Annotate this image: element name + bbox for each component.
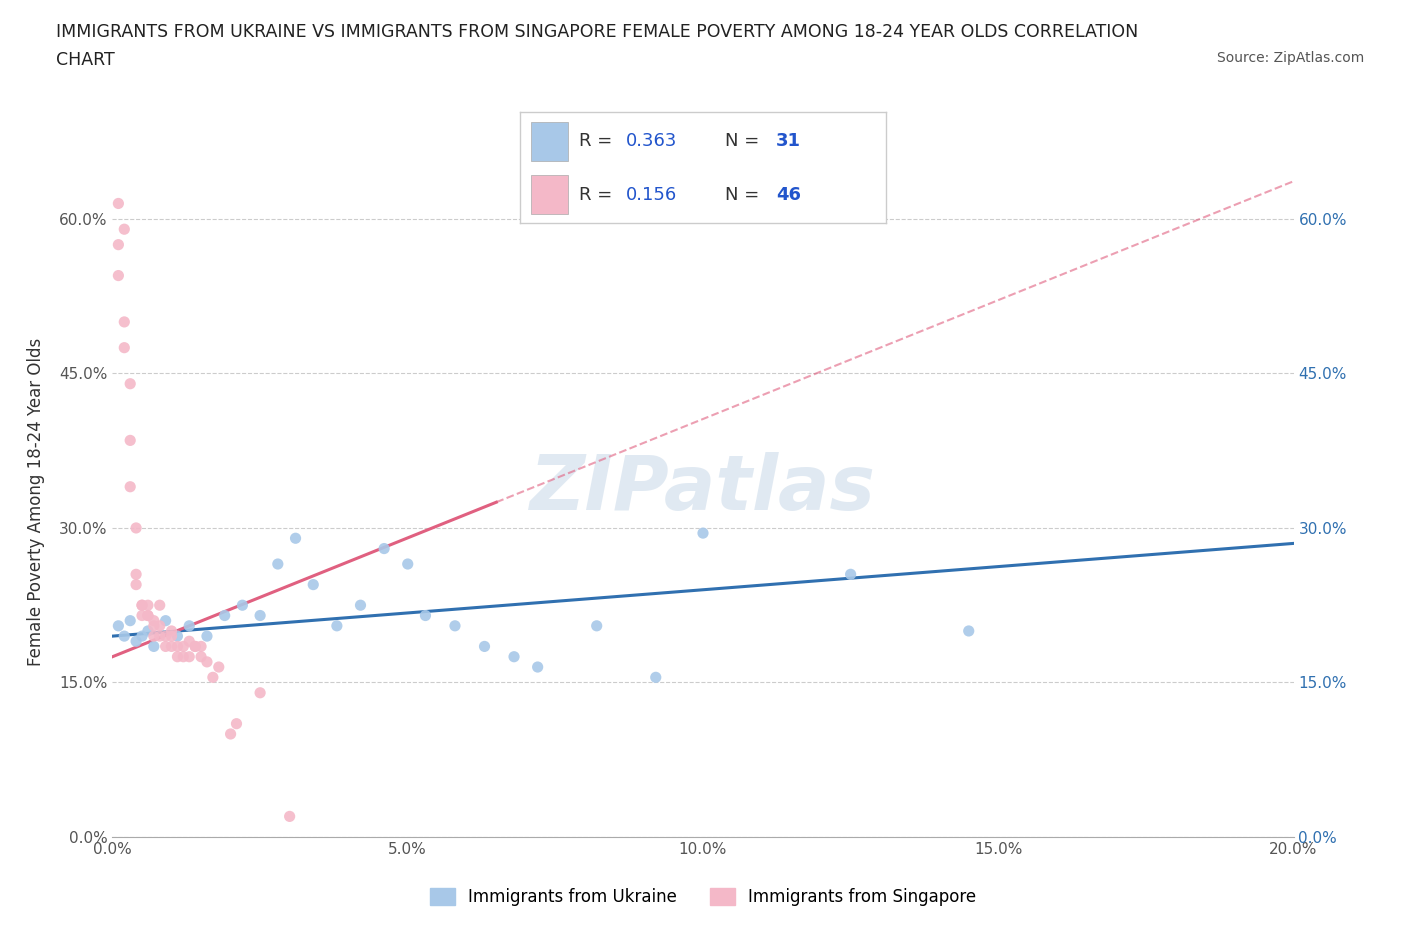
Point	[155, 639, 177, 654]
Point	[107, 237, 129, 252]
Point	[172, 649, 194, 664]
Point	[526, 659, 548, 674]
Point	[195, 629, 218, 644]
Point	[166, 639, 188, 654]
Point	[284, 531, 307, 546]
Point	[231, 598, 253, 613]
Point	[190, 639, 212, 654]
Point	[136, 608, 159, 623]
Point	[503, 649, 526, 664]
Point	[415, 608, 437, 623]
Point	[107, 268, 129, 283]
Point	[149, 598, 172, 613]
Point	[225, 716, 247, 731]
Point	[195, 655, 218, 670]
Point	[373, 541, 395, 556]
Text: CHART: CHART	[56, 51, 115, 69]
Point	[349, 598, 371, 613]
Point	[112, 340, 135, 355]
Text: ZIPatlas: ZIPatlas	[530, 452, 876, 525]
Point	[957, 623, 980, 638]
Point	[179, 649, 201, 664]
Point	[208, 659, 231, 674]
Point	[302, 578, 325, 592]
Point	[201, 670, 224, 684]
Point	[142, 629, 165, 644]
Point	[112, 221, 135, 236]
Text: 0.363: 0.363	[626, 132, 678, 150]
Point	[267, 556, 290, 571]
Text: 31: 31	[776, 132, 801, 150]
Point	[166, 649, 188, 664]
Point	[326, 618, 349, 633]
Point	[131, 629, 153, 644]
Point	[149, 618, 172, 633]
Point	[125, 567, 148, 582]
Point	[112, 629, 135, 644]
Point	[190, 649, 212, 664]
Point	[644, 670, 666, 684]
Point	[444, 618, 467, 633]
Text: R =: R =	[579, 132, 617, 150]
Point	[136, 623, 159, 638]
Point	[120, 613, 142, 628]
Point	[160, 629, 183, 644]
Text: N =: N =	[725, 186, 765, 204]
Y-axis label: Female Poverty Among 18-24 Year Olds: Female Poverty Among 18-24 Year Olds	[27, 339, 45, 666]
Point	[125, 634, 148, 649]
Point	[692, 525, 714, 540]
Point	[107, 618, 129, 633]
Point	[278, 809, 301, 824]
Point	[131, 608, 153, 623]
Point	[166, 629, 188, 644]
Point	[184, 639, 207, 654]
Point	[249, 685, 271, 700]
Point	[142, 639, 165, 654]
Point	[179, 634, 201, 649]
Text: Source: ZipAtlas.com: Source: ZipAtlas.com	[1216, 51, 1364, 65]
Point	[120, 479, 142, 494]
Point	[474, 639, 496, 654]
Point	[125, 521, 148, 536]
Point	[839, 567, 862, 582]
Point	[214, 608, 236, 623]
Point	[142, 613, 165, 628]
Point	[155, 629, 177, 644]
Point	[125, 578, 148, 592]
Point	[396, 556, 419, 571]
Point	[179, 618, 201, 633]
Point	[249, 608, 271, 623]
Point	[155, 613, 177, 628]
Point	[131, 598, 153, 613]
Point	[142, 618, 165, 633]
Point	[136, 608, 159, 623]
Text: IMMIGRANTS FROM UKRAINE VS IMMIGRANTS FROM SINGAPORE FEMALE POVERTY AMONG 18-24 : IMMIGRANTS FROM UKRAINE VS IMMIGRANTS FR…	[56, 23, 1139, 41]
FancyBboxPatch shape	[531, 122, 568, 161]
Text: 46: 46	[776, 186, 801, 204]
Point	[149, 629, 172, 644]
Text: N =: N =	[725, 132, 765, 150]
Legend: Immigrants from Ukraine, Immigrants from Singapore: Immigrants from Ukraine, Immigrants from…	[429, 887, 977, 906]
Point	[107, 196, 129, 211]
Point	[120, 377, 142, 392]
Point	[131, 598, 153, 613]
Point	[219, 726, 242, 741]
Text: R =: R =	[579, 186, 617, 204]
Point	[585, 618, 607, 633]
Point	[184, 639, 207, 654]
Point	[160, 639, 183, 654]
Point	[120, 433, 142, 448]
Point	[172, 639, 194, 654]
Point	[160, 623, 183, 638]
FancyBboxPatch shape	[531, 175, 568, 214]
Text: 0.156: 0.156	[626, 186, 678, 204]
Point	[112, 314, 135, 329]
Point	[136, 598, 159, 613]
